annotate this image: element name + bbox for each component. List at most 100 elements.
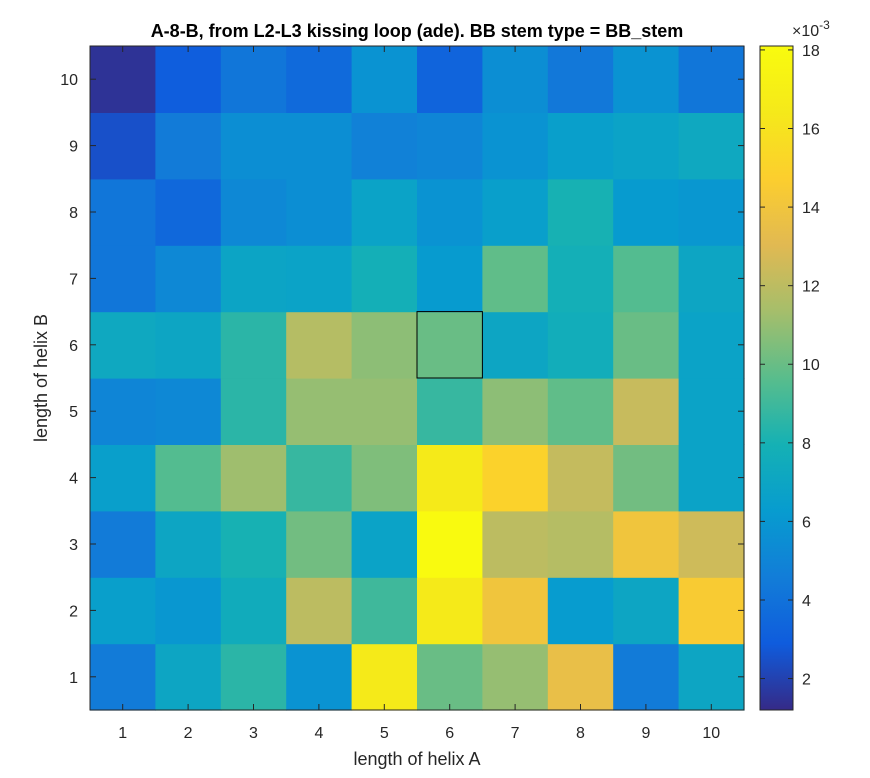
y-tick-label: 10 bbox=[60, 72, 78, 89]
heatmap-cell-x7-y3 bbox=[482, 510, 549, 578]
heatmap-cell-x6-y5 bbox=[417, 378, 483, 445]
x-axis-label: length of helix A bbox=[353, 749, 480, 769]
heatmap-cell-x8-y4 bbox=[547, 444, 614, 512]
heatmap-cell-x10-y7 bbox=[678, 245, 745, 313]
heatmap-cell-x2-y8 bbox=[155, 178, 222, 246]
heatmap-cell-x9-y10 bbox=[613, 46, 680, 113]
heatmap-cell-x8-y10 bbox=[547, 46, 614, 113]
heatmap-cell-x6-y6 bbox=[417, 311, 483, 379]
heatmap-cell-x1-y6 bbox=[90, 311, 156, 379]
heatmap-cell-x1-y1 bbox=[90, 643, 156, 711]
heatmap-cell-x7-y7 bbox=[482, 245, 549, 313]
colorbar-ticks: 2 4 6 8 10 12 14 16 18 bbox=[760, 43, 820, 689]
y-tick-label: 2 bbox=[69, 603, 78, 620]
heatmap-cell-x4-y3 bbox=[286, 510, 353, 578]
heatmap-cell-x2-y1 bbox=[155, 643, 222, 711]
heatmap-cell-x9-y4 bbox=[613, 444, 680, 512]
x-tick-label: 3 bbox=[249, 725, 258, 742]
colorbar-tick-label: 14 bbox=[802, 200, 820, 217]
heatmap-cell-x10-y10 bbox=[678, 46, 745, 113]
heatmap-cell-x1-y10 bbox=[90, 46, 156, 113]
colorbar-tick-label: 16 bbox=[802, 122, 820, 139]
heatmap-cell-x5-y7 bbox=[351, 245, 418, 313]
heatmap-cell-x4-y10 bbox=[286, 46, 353, 113]
heatmap-cell-x6-y7 bbox=[417, 245, 483, 313]
heatmap-cell-x5-y3 bbox=[351, 510, 418, 578]
heatmap-cell-x2-y5 bbox=[155, 378, 222, 445]
colorbar-multiplier: ×10-3 bbox=[792, 18, 830, 40]
heatmap-cell-x2-y7 bbox=[155, 245, 222, 313]
heatmap-cell-x3-y5 bbox=[220, 378, 287, 445]
chart-title: A-8-B, from L2-L3 kissing loop (ade). BB… bbox=[151, 21, 684, 41]
heatmap-cell-x10-y8 bbox=[678, 178, 745, 246]
heatmap-cell-x10-y5 bbox=[678, 378, 745, 445]
heatmap-cell-x9-y5 bbox=[613, 378, 680, 445]
heatmap-cell-x3-y1 bbox=[220, 643, 287, 711]
heatmap-cell-x4-y2 bbox=[286, 577, 353, 645]
colorbar-tick-label: 10 bbox=[802, 357, 820, 374]
heatmap-cell-x1-y4 bbox=[90, 444, 156, 512]
heatmap-cell-x3-y4 bbox=[220, 444, 287, 512]
highlighted-cell-outline bbox=[416, 311, 483, 379]
heatmap-cell-x10-y3 bbox=[678, 510, 745, 578]
y-tick-label: 7 bbox=[69, 271, 78, 288]
heatmap-cell-x7-y2 bbox=[482, 577, 549, 645]
heatmap-cell-x9-y1 bbox=[613, 643, 680, 711]
heatmap-cell-x8-y7 bbox=[547, 245, 614, 313]
heatmap-cell-x8-y1 bbox=[547, 643, 614, 711]
heatmap-cell-x8-y2 bbox=[547, 577, 614, 645]
heatmap-cell-x9-y7 bbox=[613, 245, 680, 313]
heatmap-cell-x8-y9 bbox=[547, 112, 614, 180]
heatmap-cell-x8-y6 bbox=[547, 311, 614, 379]
heatmap-cell-x7-y8 bbox=[482, 178, 549, 246]
y-tick-label: 4 bbox=[69, 471, 78, 488]
heatmap-cell-x5-y6 bbox=[351, 311, 418, 379]
colorbar-tick-label: 4 bbox=[802, 593, 811, 610]
heatmap-cell-x8-y8 bbox=[547, 178, 614, 246]
heatmap-cell-x5-y4 bbox=[351, 444, 418, 512]
heatmap-cell-x6-y8 bbox=[417, 178, 483, 246]
heatmap-cell-x10-y2 bbox=[678, 577, 745, 645]
heatmap-cell-x2-y2 bbox=[155, 577, 222, 645]
colorbar-tick-label: 6 bbox=[802, 514, 811, 531]
heatmap-cell-x4-y8 bbox=[286, 178, 353, 246]
heatmap-cell-x3-y3 bbox=[220, 510, 287, 578]
heatmap-cell-x7-y5 bbox=[482, 378, 549, 445]
heatmap-cell-x7-y9 bbox=[482, 112, 549, 180]
heatmap-cell-x4-y5 bbox=[286, 378, 353, 445]
heatmap-cell-x10-y1 bbox=[678, 643, 745, 711]
heatmap-cell-x1-y8 bbox=[90, 178, 156, 246]
heatmap-cell-x3-y7 bbox=[220, 245, 287, 313]
heatmap-cell-x6-y2 bbox=[417, 577, 483, 645]
heatmap-cell-x4-y6 bbox=[286, 311, 353, 379]
y-tick-label: 9 bbox=[69, 139, 78, 156]
colorbar-tick-label: 12 bbox=[802, 279, 820, 296]
heatmap-cells bbox=[90, 46, 745, 711]
heatmap-cell-x1-y5 bbox=[90, 378, 156, 445]
colorbar-tick-label: 2 bbox=[802, 672, 811, 689]
heatmap-cell-x10-y9 bbox=[678, 112, 745, 180]
heatmap-cell-x8-y3 bbox=[547, 510, 614, 578]
x-tick-label: 6 bbox=[445, 725, 454, 742]
x-tick-label: 4 bbox=[314, 725, 323, 742]
x-tick-label: 9 bbox=[641, 725, 650, 742]
heatmap-cell-x9-y6 bbox=[613, 311, 680, 379]
heatmap-cell-x6-y1 bbox=[417, 643, 483, 711]
y-tick-label: 5 bbox=[69, 404, 78, 421]
heatmap-cell-x2-y4 bbox=[155, 444, 222, 512]
heatmap-cell-x9-y3 bbox=[613, 510, 680, 578]
heatmap-cell-x7-y1 bbox=[482, 643, 549, 711]
x-axis-ticks: 1 2 3 4 5 6 7 8 9 10 bbox=[118, 46, 720, 742]
heatmap-cell-x6-y9 bbox=[417, 112, 483, 180]
heatmap-cell-x9-y8 bbox=[613, 178, 680, 246]
heatmap-cell-x1-y7 bbox=[90, 245, 156, 313]
heatmap-cell-x3-y9 bbox=[220, 112, 287, 180]
y-axis-label: length of helix B bbox=[31, 314, 51, 442]
heatmap-cell-x6-y10 bbox=[417, 46, 483, 113]
heatmap-cell-x6-y3 bbox=[417, 510, 483, 578]
y-tick-label: 1 bbox=[69, 670, 78, 687]
heatmap-cell-x10-y4 bbox=[678, 444, 745, 512]
x-tick-label: 10 bbox=[702, 725, 720, 742]
heatmap-cell-x2-y9 bbox=[155, 112, 222, 180]
